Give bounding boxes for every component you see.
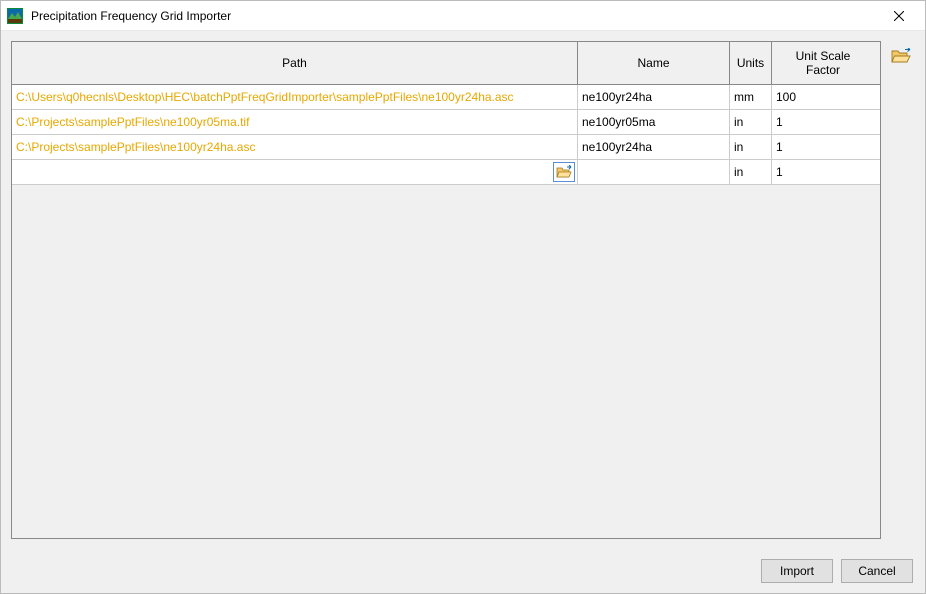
close-icon — [894, 11, 904, 21]
import-button[interactable]: Import — [761, 559, 833, 583]
cell-unit-scale-factor[interactable]: 1 — [772, 135, 874, 159]
col-header-usf-l2: Factor — [806, 63, 840, 77]
table-row-empty[interactable]: in 1 — [12, 160, 880, 185]
table-header: Path Name Units Unit Scale Factor — [12, 42, 880, 85]
cell-name[interactable]: ne100yr24ha — [578, 135, 730, 159]
cell-unit-scale-factor[interactable]: 100 — [772, 85, 874, 109]
cell-path[interactable]: C:\Users\q0hecnls\Desktop\HEC\batchPptFr… — [12, 85, 578, 109]
col-header-path[interactable]: Path — [12, 42, 578, 84]
col-header-units[interactable]: Units — [730, 42, 772, 84]
folder-open-icon — [891, 48, 911, 64]
col-header-unit-scale-factor[interactable]: Unit Scale Factor — [772, 42, 874, 84]
app-icon — [7, 8, 23, 24]
table-body: C:\Users\q0hecnls\Desktop\HEC\batchPptFr… — [12, 85, 880, 185]
window-title: Precipitation Frequency Grid Importer — [31, 9, 881, 23]
cell-units[interactable]: in — [730, 135, 772, 159]
cell-path[interactable]: C:\Projects\samplePptFiles\ne100yr05ma.t… — [12, 110, 578, 134]
cell-units[interactable]: in — [730, 160, 772, 184]
browse-path-button[interactable] — [553, 162, 575, 182]
cell-unit-scale-factor[interactable]: 1 — [772, 160, 874, 184]
table-row[interactable]: C:\Projects\samplePptFiles\ne100yr05ma.t… — [12, 110, 880, 135]
cell-units[interactable]: in — [730, 110, 772, 134]
footer: Import Cancel — [1, 549, 925, 593]
cancel-button[interactable]: Cancel — [841, 559, 913, 583]
folder-open-icon — [556, 165, 572, 179]
close-button[interactable] — [881, 2, 917, 30]
grid-table: Path Name Units Unit Scale Factor C:\Use… — [11, 41, 881, 539]
cell-name[interactable]: ne100yr05ma — [578, 110, 730, 134]
cell-unit-scale-factor[interactable]: 1 — [772, 110, 874, 134]
table-row[interactable]: C:\Projects\samplePptFiles\ne100yr24ha.a… — [12, 135, 880, 160]
col-header-usf-l1: Unit Scale — [796, 49, 851, 63]
cell-name[interactable]: ne100yr24ha — [578, 85, 730, 109]
cell-path-empty[interactable] — [12, 160, 578, 184]
content-area: Path Name Units Unit Scale Factor C:\Use… — [1, 31, 925, 549]
cell-units[interactable]: mm — [730, 85, 772, 109]
table-row[interactable]: C:\Users\q0hecnls\Desktop\HEC\batchPptFr… — [12, 85, 880, 110]
titlebar: Precipitation Frequency Grid Importer — [1, 1, 925, 31]
browse-folder-button[interactable] — [887, 43, 915, 69]
col-header-name[interactable]: Name — [578, 42, 730, 84]
cell-path[interactable]: C:\Projects\samplePptFiles\ne100yr24ha.a… — [12, 135, 578, 159]
cell-name[interactable] — [578, 160, 730, 184]
